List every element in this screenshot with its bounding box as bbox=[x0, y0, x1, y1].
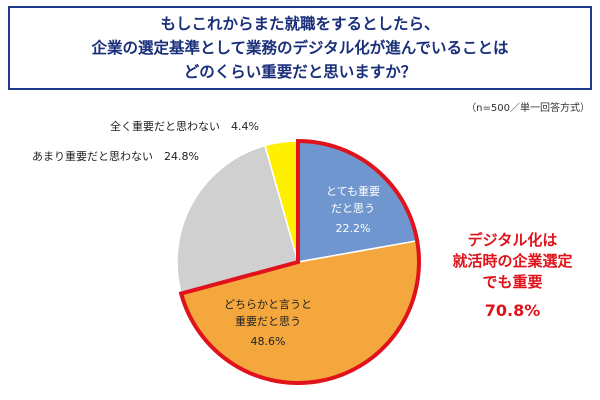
callout-line-3: でも重要 bbox=[482, 273, 543, 291]
callout-line-1: デジタル化は bbox=[467, 231, 558, 249]
callout-total-unit: % bbox=[524, 301, 541, 320]
slice-label-somewhat-important-line-2: 重要だと思う bbox=[235, 314, 301, 328]
slice-value-very-important: 22.2% bbox=[336, 222, 371, 235]
pie-slice-not-very-important bbox=[176, 144, 299, 295]
question-line-3: どのくらい重要だと思いますか？ bbox=[183, 63, 417, 81]
slice-label-not-at-all-important: 全く重要だと思わない 4.4% bbox=[110, 119, 259, 133]
slice-value-somewhat-important: 48.6% bbox=[251, 335, 286, 348]
slice-label-very-important-line-1: とても重要 bbox=[326, 184, 380, 198]
sample-note: （n=500／単一回答方式） bbox=[466, 103, 590, 114]
highlight-outline bbox=[178, 138, 421, 385]
question-line-2: 企業の選定基準として業務のデジタル化が進んでいることは bbox=[91, 39, 509, 57]
callout-line-2: 就活時の企業選定 bbox=[452, 252, 573, 270]
slice-label-somewhat-important-line-1: どちらかと言うと bbox=[224, 298, 312, 311]
question-title-box: もしこれからまた就職をするとしたら、 企業の選定基準として業務のデジタル化が進ん… bbox=[8, 6, 592, 90]
question-line-1: もしこれからまた就職をするとしたら、 bbox=[160, 15, 440, 33]
callout-total-value: 70.8 bbox=[484, 301, 525, 320]
callout-total: 70.8% bbox=[420, 300, 600, 322]
slice-label-very-important-line-2: だと思う bbox=[331, 202, 375, 215]
slice-label-not-very-important: あまり重要だと思わない 24.8% bbox=[32, 149, 199, 163]
